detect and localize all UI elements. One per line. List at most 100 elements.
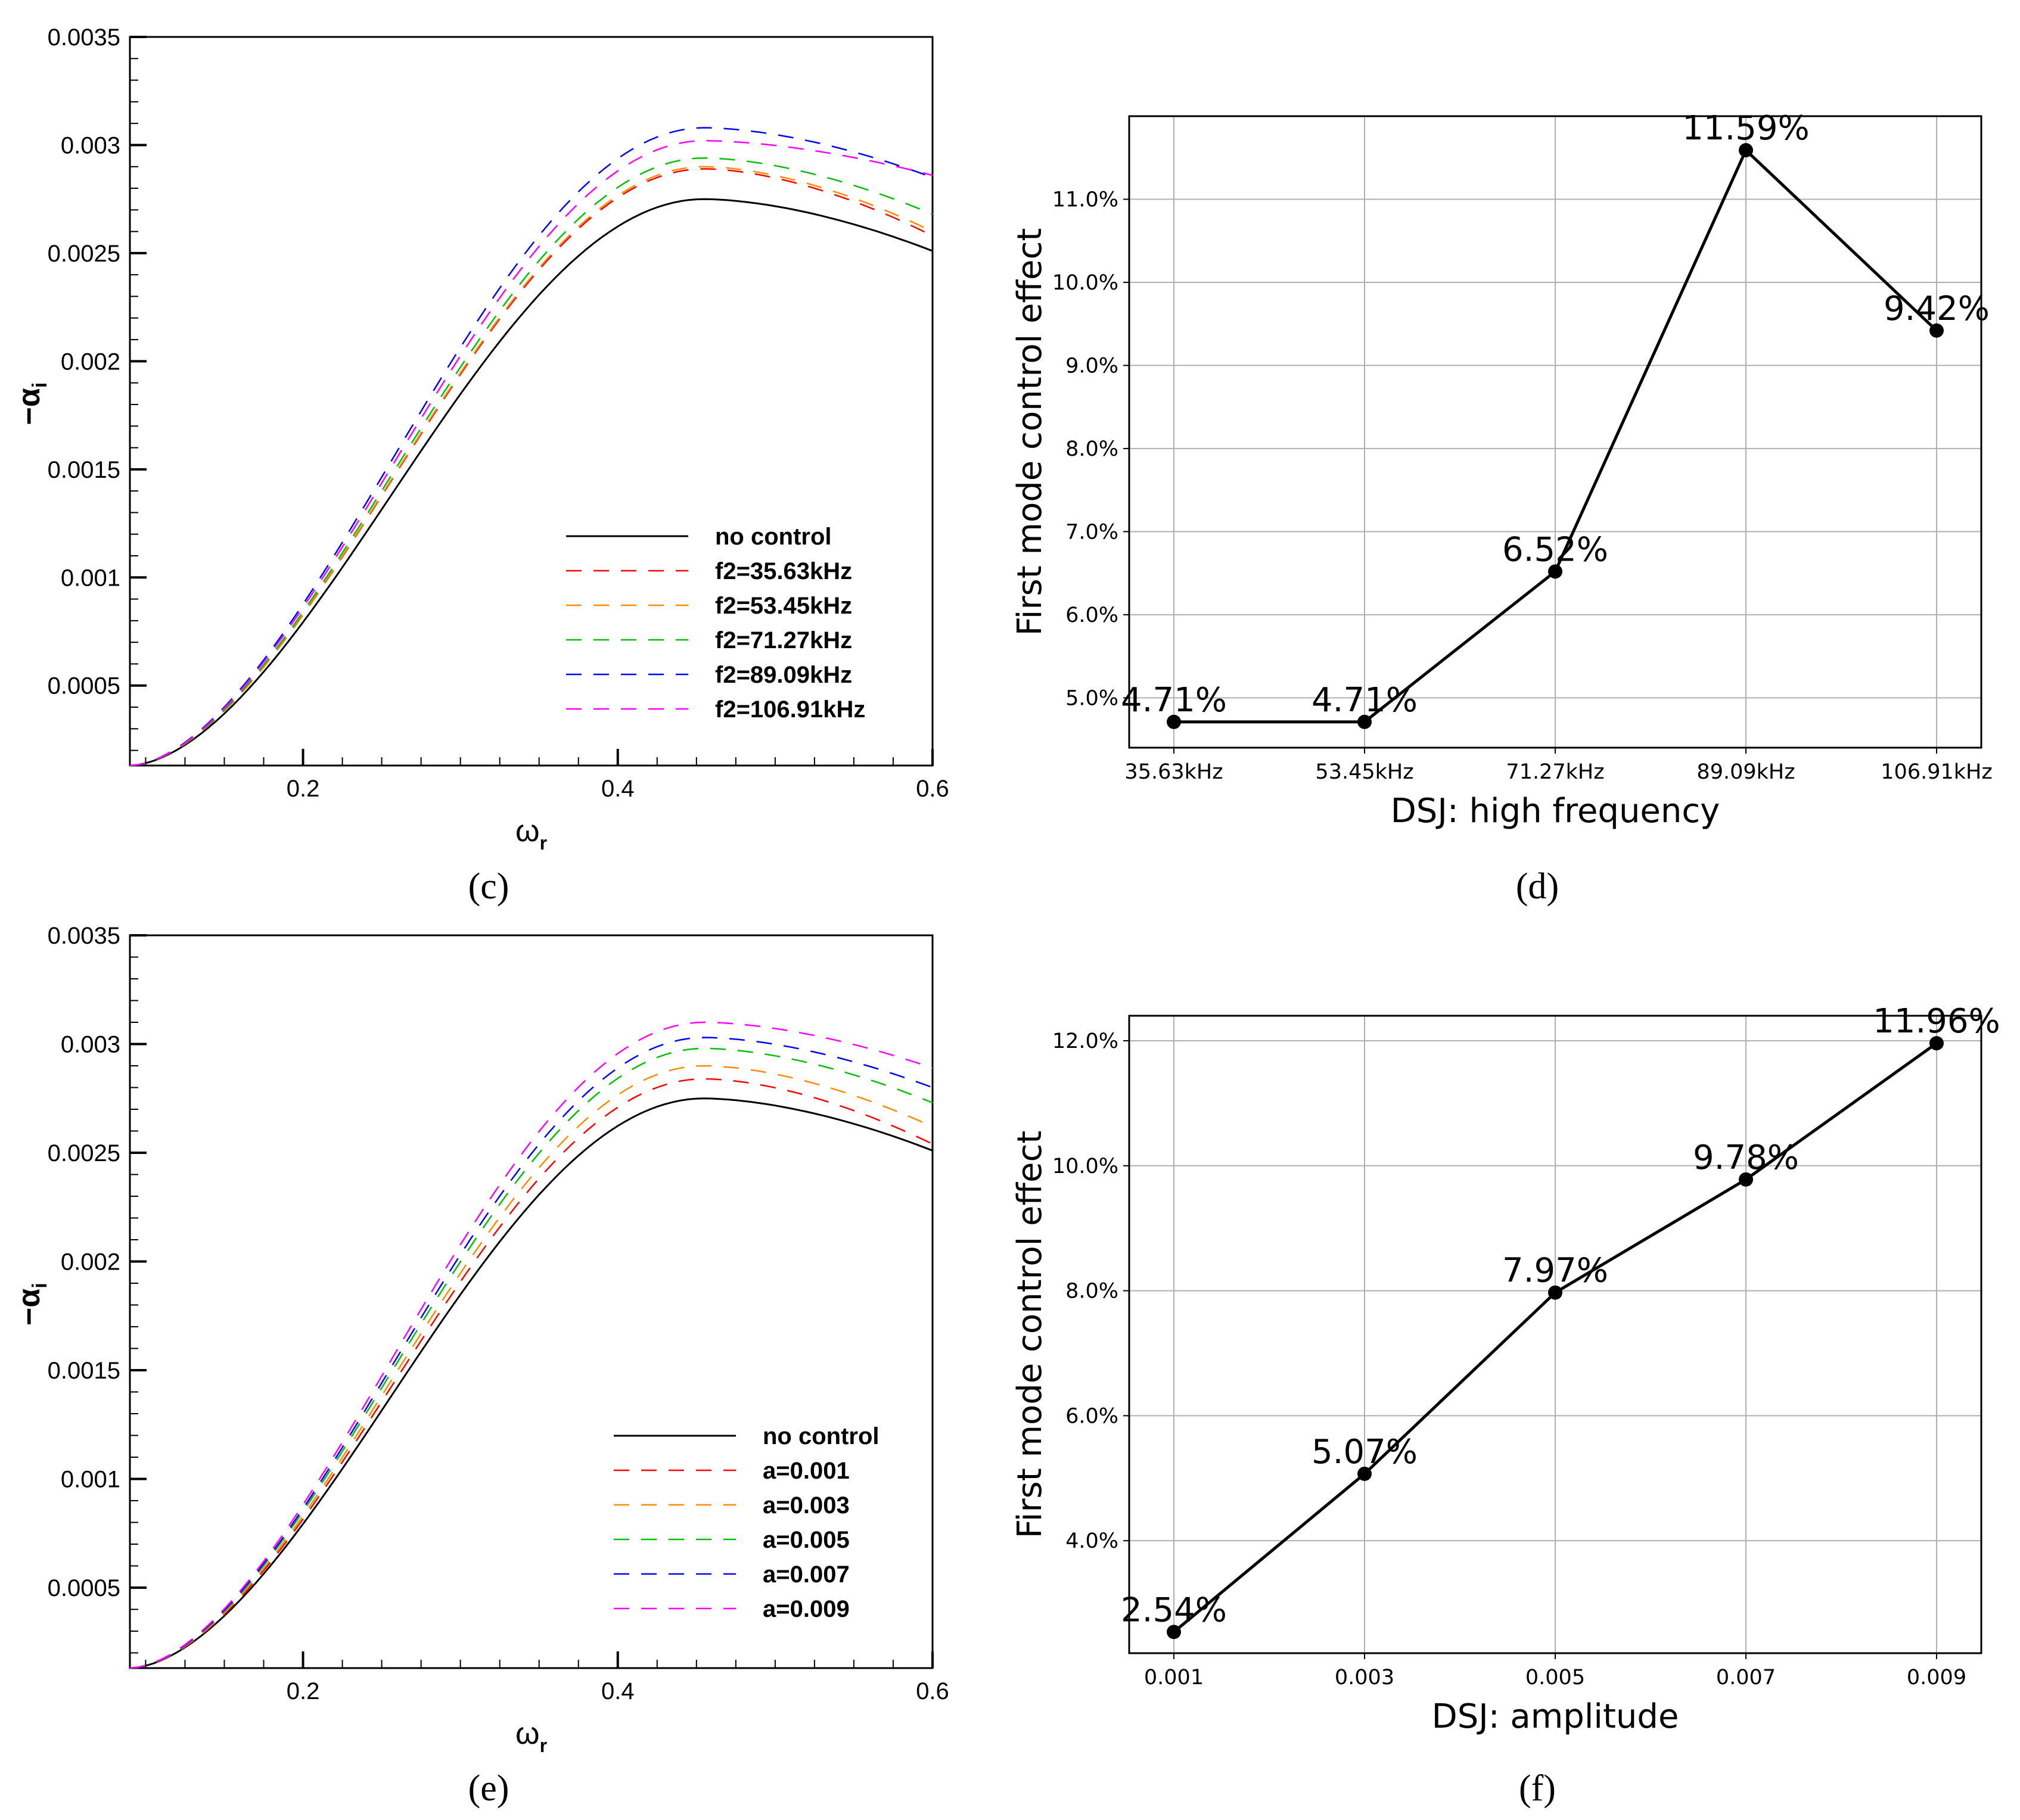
y-tick-label: 6.0% <box>1065 1404 1118 1428</box>
x-axis-label: DSJ: high frequency <box>1391 792 1720 830</box>
panel-caption: (d) <box>1516 866 1559 907</box>
data-label: 2.54% <box>1121 1591 1227 1629</box>
series-line <box>129 1097 933 1669</box>
y-axis-label: −αi <box>12 1283 51 1326</box>
chart-d: 5.0% 6.0% 7.0% 8.0% 9.0% 10.0% 11.0% 35.63kHz 53… <box>1011 109 1993 907</box>
y-tick-label: 0.0005 <box>48 1575 120 1601</box>
y-axis-label: First mode control effect <box>1011 228 1049 636</box>
data-point <box>1739 1172 1753 1187</box>
x-axis-label: ωr <box>515 814 547 854</box>
x-axis-label: ωr <box>515 1716 547 1756</box>
series-line <box>129 198 933 767</box>
y-tick-label: 8.0% <box>1065 1280 1118 1303</box>
x-tick-label: 0.6 <box>916 776 949 802</box>
x-tick-label: 0.4 <box>601 776 635 802</box>
data-label: 11.59% <box>1682 109 1810 148</box>
series-line <box>129 1021 933 1669</box>
y-tick-label: 0.003 <box>61 132 120 158</box>
panel-caption: (c) <box>468 866 509 907</box>
y-tick-label: 7.0% <box>1065 520 1118 544</box>
legend-label: f2=71.27kHz <box>715 627 852 654</box>
y-tick-label: 9.0% <box>1065 354 1118 378</box>
y-tick-label: 0.001 <box>61 565 120 591</box>
series-line <box>129 1037 933 1669</box>
y-tick-label: 0.0035 <box>48 24 120 51</box>
x-axis-label: DSJ: amplitude <box>1432 1697 1679 1736</box>
series-line <box>129 157 933 767</box>
data-label: 11.96% <box>1873 1002 2000 1041</box>
y-tick-label: 4.0% <box>1065 1529 1118 1553</box>
x-tick-label: 0.003 <box>1335 1666 1394 1690</box>
data-label: 4.71% <box>1121 681 1227 720</box>
chart-c: 0.0005 0.001 0.0015 0.002 0.0025 0.003 0.0035 0… <box>12 24 949 907</box>
data-point <box>1929 1036 1944 1051</box>
data-point <box>1929 323 1944 338</box>
y-tick-label: 0.002 <box>61 349 120 375</box>
data-label: 6.52% <box>1502 530 1608 569</box>
x-tick-label: 0.007 <box>1716 1666 1776 1690</box>
legend-label: no control <box>763 1423 880 1449</box>
y-tick-label: 0.002 <box>61 1249 120 1275</box>
y-tick-label: 10.0% <box>1052 1155 1118 1178</box>
chart-e: 0.0005 0.001 0.0015 0.002 0.0025 0.003 0.0035 0… <box>12 923 949 1809</box>
legend-label: f2=106.91kHz <box>715 696 865 723</box>
y-tick-label: 6.0% <box>1065 603 1118 627</box>
y-tick-label: 0.0035 <box>48 923 120 949</box>
series-line <box>129 1047 933 1669</box>
y-axis-label: −αi <box>12 382 51 425</box>
x-tick-label: 0.005 <box>1525 1666 1585 1690</box>
y-tick-label: 0.0025 <box>48 241 120 267</box>
series-line <box>129 1078 933 1669</box>
series-line <box>129 139 933 767</box>
data-point <box>1167 714 1181 729</box>
chart-f: 4.0% 6.0% 8.0% 10.0% 12.0% 0.001 0.003 0.005 0.0… <box>1011 1002 2000 1809</box>
legend-label: a=0.003 <box>763 1492 850 1519</box>
x-tick-label: 71.27kHz <box>1506 760 1604 784</box>
data-point <box>1167 1625 1181 1639</box>
x-tick-label: 0.001 <box>1144 1666 1204 1690</box>
y-tick-label: 0.0005 <box>48 673 120 699</box>
legend-label: f2=53.45kHz <box>715 593 852 619</box>
legend-label: no control <box>715 524 832 550</box>
y-tick-label: 0.0015 <box>48 457 120 483</box>
x-tick-label: 0.2 <box>287 776 320 802</box>
x-tick-label: 35.63kHz <box>1124 760 1223 784</box>
data-label: 9.78% <box>1693 1138 1799 1177</box>
y-tick-label: 11.0% <box>1052 188 1118 211</box>
plot-frame <box>129 36 934 767</box>
y-axis-label: First mode control effect <box>1011 1131 1049 1538</box>
data-label: 5.07% <box>1312 1433 1418 1471</box>
data-point <box>1548 1285 1562 1300</box>
y-tick-label: 0.003 <box>61 1031 120 1057</box>
x-tick-label: 53.45kHz <box>1315 760 1413 784</box>
series-line <box>129 1065 933 1669</box>
data-point <box>1357 1466 1372 1481</box>
y-tick-label: 5.0% <box>1065 686 1118 710</box>
data-point <box>1548 564 1562 579</box>
panel-caption: (f) <box>1519 1768 1556 1809</box>
data-label: 7.97% <box>1502 1252 1608 1290</box>
data-point <box>1739 143 1753 158</box>
x-tick-label: 106.91kHz <box>1881 760 1992 784</box>
y-tick-label: 0.001 <box>61 1466 120 1492</box>
data-point <box>1357 714 1372 729</box>
legend-label: f2=89.09kHz <box>715 662 852 688</box>
y-tick-label: 0.0025 <box>48 1140 120 1166</box>
x-tick-label: 0.6 <box>916 1678 949 1704</box>
panel-caption: (e) <box>468 1768 509 1809</box>
x-tick-label: 0.009 <box>1907 1666 1966 1690</box>
y-tick-label: 12.0% <box>1052 1029 1118 1053</box>
x-tick-label: 0.2 <box>287 1678 320 1704</box>
y-tick-label: 10.0% <box>1052 271 1118 295</box>
series-line <box>129 127 933 767</box>
data-label: 4.71% <box>1312 681 1418 720</box>
legend-label: a=0.001 <box>763 1458 850 1484</box>
x-tick-label: 89.09kHz <box>1696 760 1795 784</box>
legend-label: a=0.005 <box>763 1527 850 1553</box>
x-tick-label: 0.4 <box>601 1678 635 1704</box>
series-line <box>129 166 933 767</box>
data-label: 9.42% <box>1884 290 1990 328</box>
plot-frame <box>129 934 934 1669</box>
y-tick-label: 0.0015 <box>48 1358 120 1384</box>
